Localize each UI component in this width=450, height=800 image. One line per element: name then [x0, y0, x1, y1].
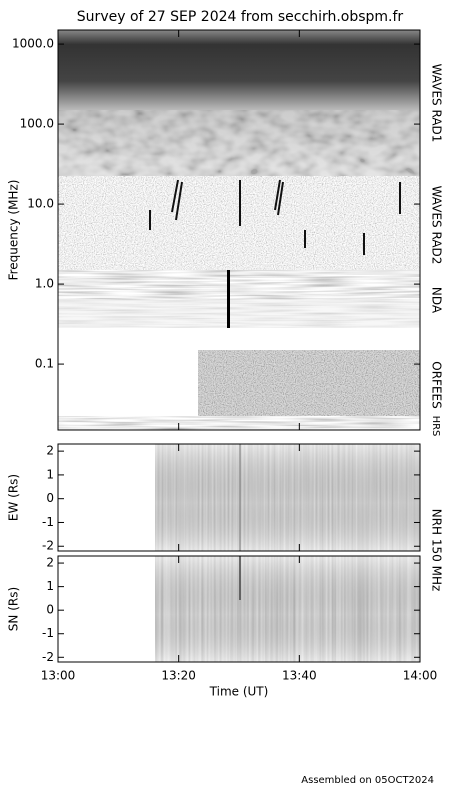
- y-tick-label: 2: [46, 556, 54, 570]
- y-tick-label: 0: [46, 603, 54, 617]
- panel-frame: [57, 29, 421, 431]
- chart-title: Survey of 27 SEP 2024 from secchirh.obsp…: [77, 9, 404, 25]
- panel-frame: [57, 443, 421, 552]
- y-tick-label: 2: [46, 444, 54, 458]
- spectrogram-texture: [58, 30, 420, 662]
- y-tick-label: -2: [42, 539, 54, 553]
- x-tick-label: 13:20: [161, 669, 196, 683]
- y-tick-label: 100.0: [20, 117, 54, 131]
- band-label: ORFEES: [430, 361, 444, 408]
- x-tick-label: 13:00: [41, 669, 76, 683]
- y-tick-label: 0.1: [35, 357, 54, 371]
- band-label: NDA: [430, 287, 444, 314]
- x-axis-label: Time (UT): [209, 685, 269, 699]
- y-tick-label: 0: [46, 491, 54, 505]
- y-tick-label: 10.0: [27, 197, 54, 211]
- footer: Assembled on 05OCT2024: [301, 775, 434, 786]
- y-tick-label: 1000.0: [12, 37, 54, 51]
- nrh-label: NRH 150 MHz: [430, 509, 444, 592]
- y-tick-label: -1: [42, 626, 54, 640]
- band-label: WAVES RAD1: [430, 64, 444, 143]
- y-tick-label: 1: [46, 579, 54, 593]
- y-tick-label: 1: [46, 467, 54, 481]
- y-tick-label: 1.0: [35, 277, 54, 291]
- y-axis-label: SN (Rs): [7, 587, 21, 631]
- x-tick-label: 14:00: [403, 669, 438, 683]
- y-tick-label: -2: [42, 650, 54, 664]
- band-label: HRS: [430, 416, 441, 437]
- x-tick-label: 13:40: [282, 669, 317, 683]
- y-axis-label: EW (Rs): [7, 474, 21, 521]
- y-axis-label: Frequency (MHz): [7, 180, 21, 281]
- band-label: WAVES RAD2: [430, 186, 444, 265]
- panel-frame: [57, 555, 421, 663]
- y-tick-label: -1: [42, 515, 54, 529]
